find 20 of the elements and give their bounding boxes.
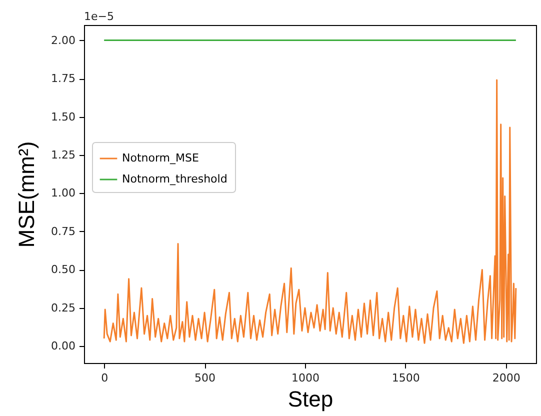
y-tick-label: 1.50: [51, 110, 76, 124]
x-tick-label: 0: [101, 372, 108, 384]
y-tick-label: 0.75: [51, 224, 76, 238]
x-tick-label: 1500: [392, 372, 420, 384]
y-tick-label: 2.00: [51, 34, 76, 47]
y-tick-label: 1.00: [51, 186, 76, 200]
legend-label: Notnorm_MSE: [122, 152, 199, 164]
y-tick-label: 1.25: [51, 148, 76, 162]
y-tick-label: 1.75: [51, 72, 76, 86]
y-tick-label: 0.50: [51, 263, 76, 276]
x-tick-label: 1000: [291, 372, 320, 384]
x-tick-label: 2000: [492, 372, 520, 384]
x-axis-title: Step: [288, 386, 334, 412]
y-axis-title: MSE(mm²): [14, 141, 40, 248]
line-series: [103, 79, 517, 344]
y-tick-label: 0.25: [51, 301, 76, 314]
legend-label: Notnorm_threshold: [122, 172, 228, 186]
text: 1e−5: [84, 10, 114, 23]
y-tick-label: 0.00: [51, 340, 76, 353]
x-tick-label: 500: [194, 372, 216, 384]
